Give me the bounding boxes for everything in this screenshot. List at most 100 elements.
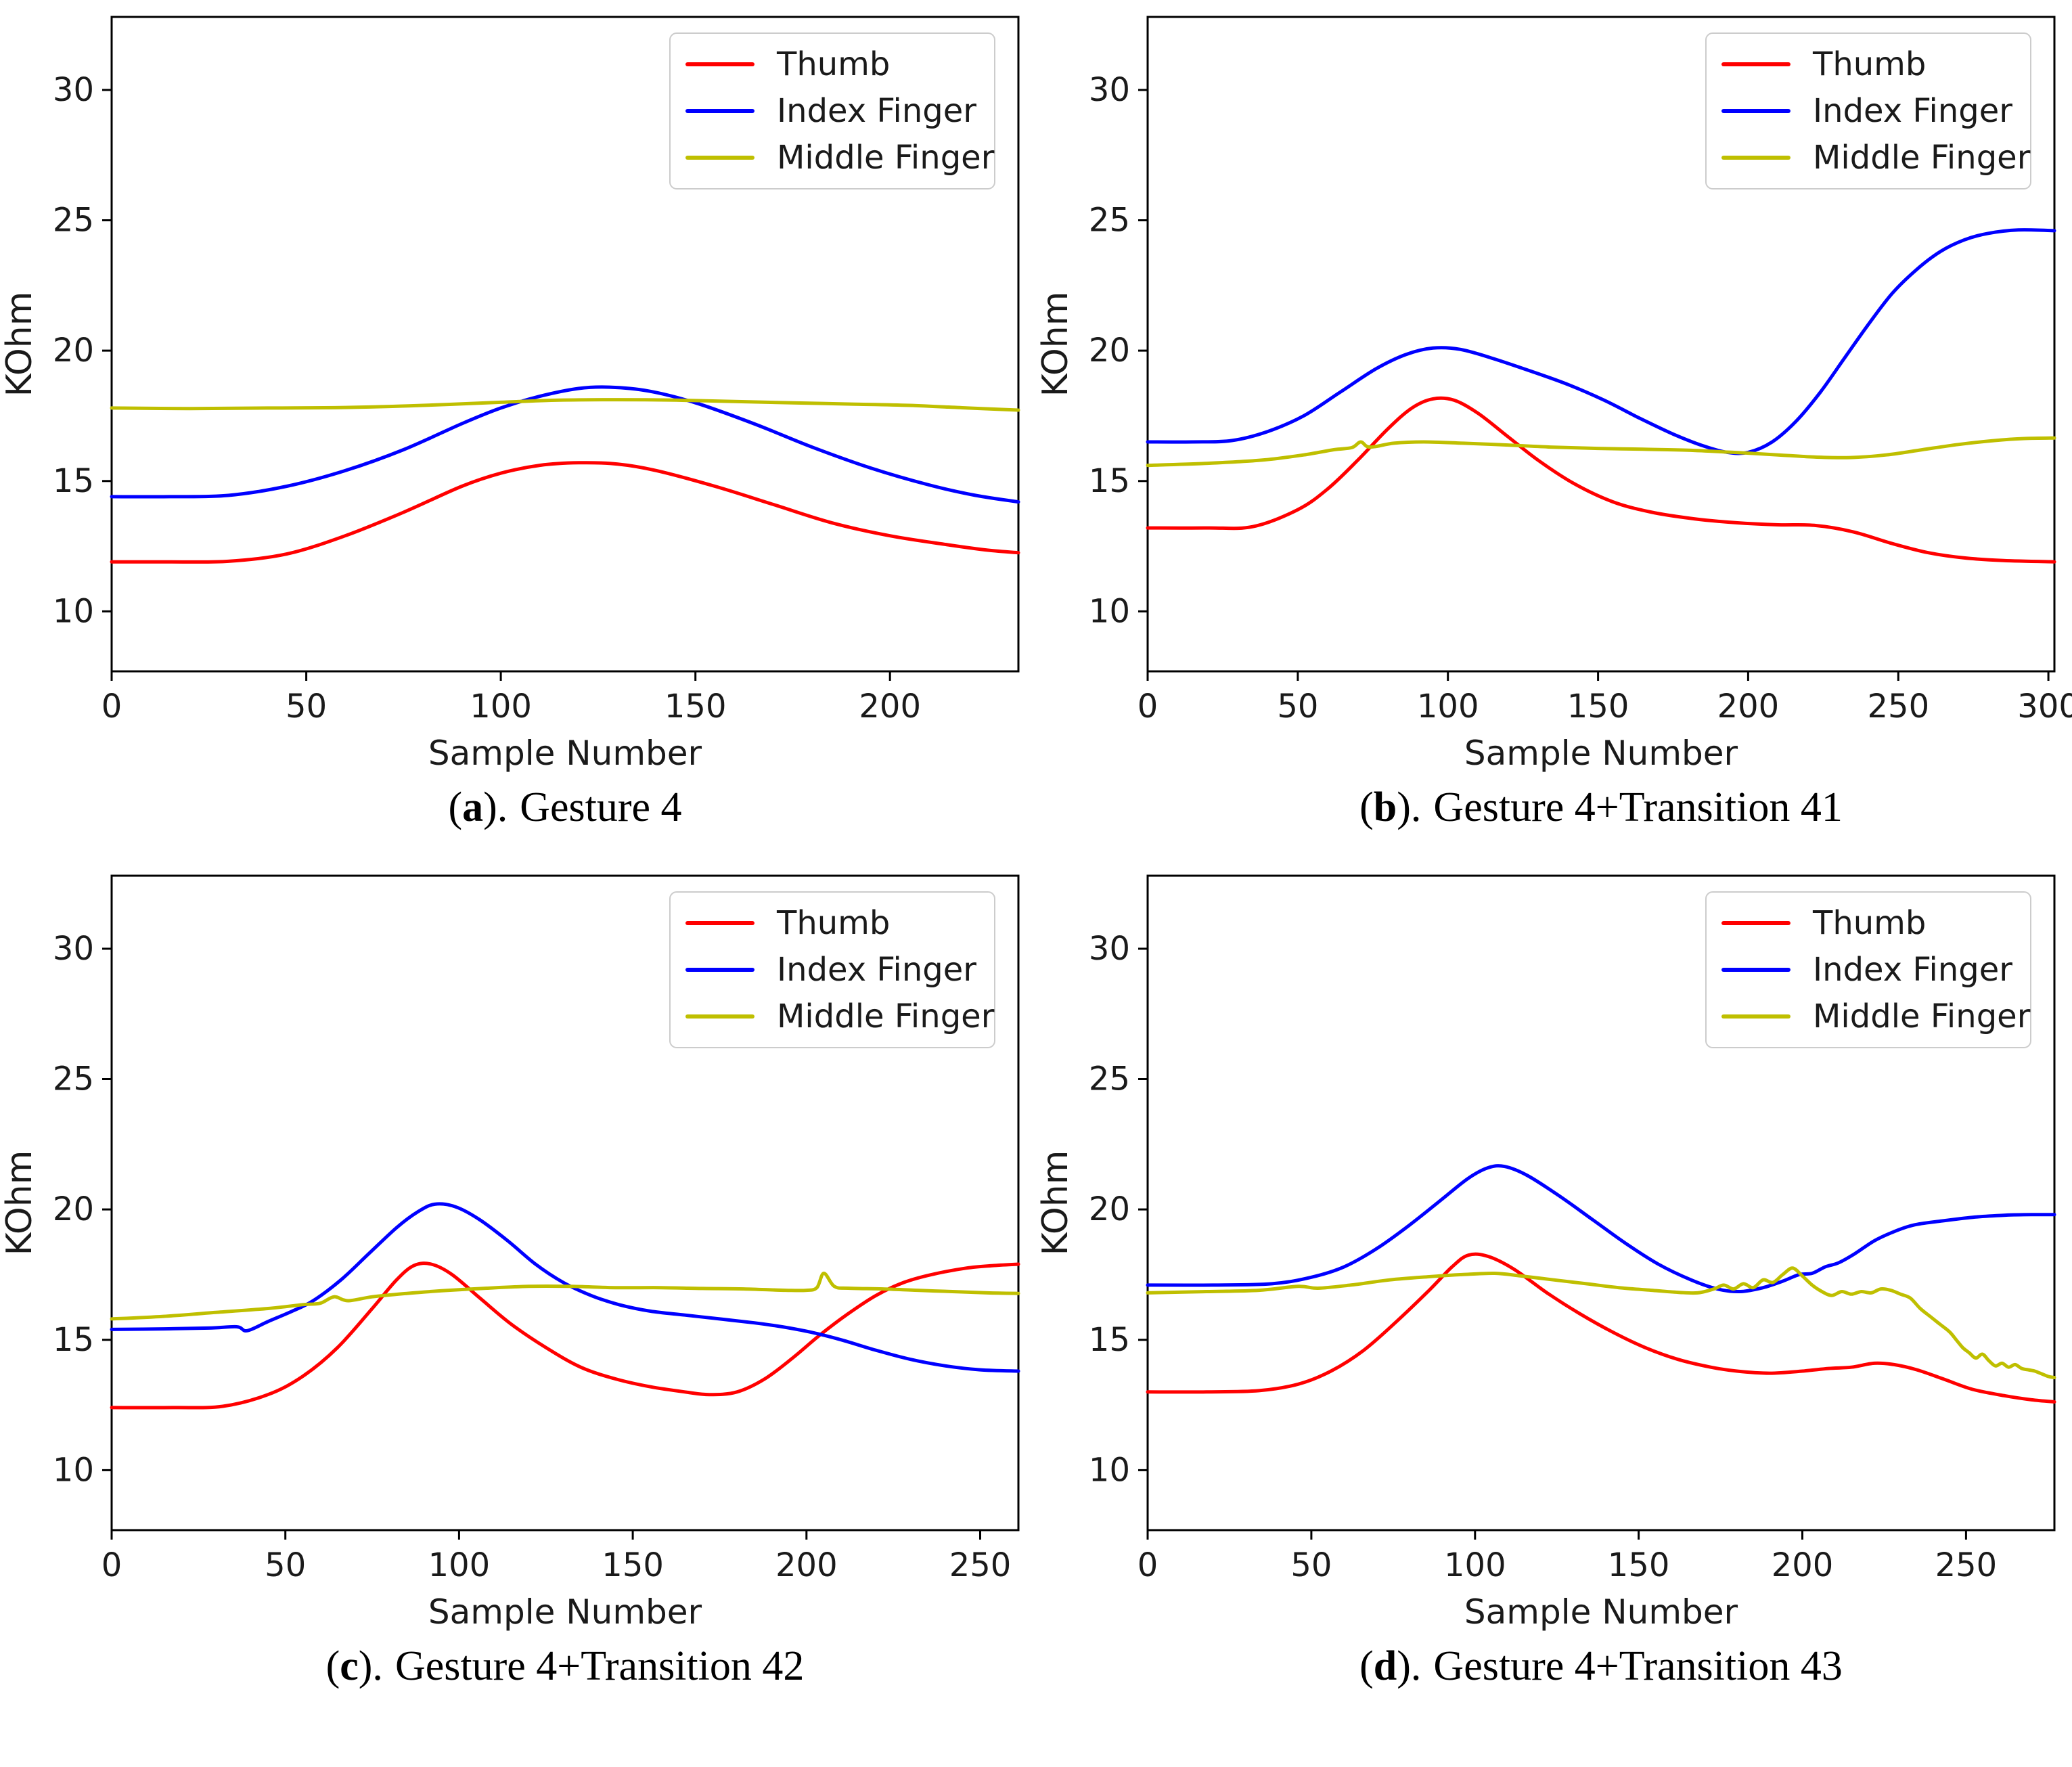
- x-tick-label: 0: [1138, 1546, 1158, 1584]
- y-tick-label: 30: [53, 71, 94, 109]
- caption-letter: b: [1373, 784, 1397, 830]
- caption-close-paren: ).: [483, 784, 508, 830]
- y-tick-label: 25: [53, 1060, 94, 1098]
- legend-label: Index Finger: [777, 951, 976, 989]
- x-tick-label: 50: [265, 1546, 306, 1584]
- x-tick-label: 200: [1717, 688, 1780, 725]
- caption-title: Gesture 4+Transition 42: [395, 1643, 805, 1689]
- middle-finger-line: [110, 1272, 1020, 1321]
- legend-box: [1705, 891, 2031, 1048]
- legend-label: Thumb: [1812, 45, 1926, 83]
- y-axis-label: KOhm: [1036, 1150, 1076, 1256]
- caption-letter: a: [462, 784, 484, 830]
- x-tick-label: 150: [1608, 1546, 1670, 1584]
- y-tick-label: 30: [1089, 71, 1130, 109]
- legend-label: Thumb: [1812, 904, 1926, 942]
- chart-figure-c: 10 15 20 25 30 0 50 100 150 200 250 Sample Number KO…: [0, 832, 1036, 1691]
- caption-close-paren: ).: [1397, 1643, 1422, 1689]
- x-tick-label: 0: [1138, 688, 1158, 725]
- caption-open-paren: (: [1359, 1643, 1374, 1689]
- y-tick-label: 10: [1089, 1451, 1130, 1489]
- y-tick-label: 20: [53, 332, 94, 370]
- index-finger-line: [110, 385, 1020, 504]
- thumb-line: [110, 1261, 1020, 1410]
- y-tick-label: 30: [1089, 930, 1130, 968]
- caption-letter: c: [340, 1643, 359, 1689]
- caption-title: Gesture 4+Transition 41: [1433, 784, 1843, 830]
- caption-close-paren: ).: [1397, 784, 1422, 830]
- x-tick-label: 250: [1867, 688, 1929, 725]
- legend-label: Thumb: [776, 45, 890, 83]
- chart-d: 10 15 20 25 30 0 50 100 150 200 250 Sample Number KO…: [1036, 874, 2056, 1632]
- y-tick-label: 20: [1089, 332, 1130, 370]
- caption-letter: d: [1373, 1643, 1397, 1689]
- chart-figure-d: 10 15 20 25 30 0 50 100 150 200 250 Sample Number KO…: [1036, 832, 2072, 1691]
- thumb-line: [1146, 396, 2056, 564]
- x-axis-label: Sample Number: [428, 1592, 702, 1632]
- figure-grid: 10 15 20 25 30 0 50 100 150 200 Sample Number KOhm T…: [0, 0, 2072, 1691]
- y-axis-label: KOhm: [1036, 292, 1076, 397]
- x-tick-label: 200: [775, 1546, 838, 1584]
- x-tick-label: 50: [1290, 1546, 1332, 1584]
- caption-title: Gesture 4+Transition 43: [1433, 1643, 1843, 1689]
- middle-finger-line: [110, 398, 1020, 412]
- y-tick-label: 15: [1089, 1321, 1130, 1359]
- x-tick-label: 200: [859, 688, 921, 725]
- y-tick-label: 30: [53, 930, 94, 968]
- caption-d: (d). Gesture 4+Transition 43: [1148, 1642, 2054, 1691]
- plot-spines: [110, 874, 1020, 1531]
- plot-spines: [1146, 874, 2056, 1531]
- x-tick-label: 0: [102, 1546, 122, 1584]
- legend-label: Middle Finger: [777, 139, 995, 177]
- y-axis-label: KOhm: [0, 292, 40, 397]
- thumb-line: [110, 461, 1020, 564]
- x-tick-label: 150: [665, 688, 727, 725]
- caption-title: Gesture 4: [520, 784, 682, 830]
- y-tick-label: 20: [53, 1190, 94, 1228]
- x-tick-label: 100: [428, 1546, 491, 1584]
- plot-spines: [110, 16, 1020, 673]
- x-tick-label: 300: [2017, 688, 2072, 725]
- x-tick-label: 50: [286, 688, 327, 725]
- y-tick-label: 15: [53, 462, 94, 500]
- legend-label: Middle Finger: [1813, 998, 2031, 1035]
- x-axis-label: Sample Number: [1464, 1592, 1738, 1632]
- plot-spines: [1146, 16, 2056, 673]
- y-axis-label: KOhm: [0, 1150, 40, 1256]
- legend-box: [669, 891, 995, 1048]
- x-tick-label: 150: [1567, 688, 1629, 725]
- chart-figure-b: 10 15 20 25 30 0 50 100 150 200 250 300 Sample Numbe…: [1036, 0, 2072, 832]
- thumb-line: [1146, 1252, 2056, 1404]
- x-tick-label: 200: [1772, 1546, 1834, 1584]
- y-tick-label: 15: [53, 1321, 94, 1359]
- legend-label: Middle Finger: [777, 998, 995, 1035]
- legend-box: [669, 32, 995, 189]
- y-tick-label: 10: [53, 592, 94, 630]
- chart-c: 10 15 20 25 30 0 50 100 150 200 250 Sample Number KO…: [0, 874, 1020, 1632]
- x-axis-label: Sample Number: [1464, 734, 1738, 773]
- chart-a: 10 15 20 25 30 0 50 100 150 200 Sample Number KOhm T…: [0, 16, 1020, 773]
- middle-finger-line: [1146, 436, 2056, 468]
- index-finger-line: [1146, 1164, 2056, 1294]
- y-tick-label: 15: [1089, 462, 1130, 500]
- middle-finger-line: [1146, 1266, 2056, 1380]
- y-tick-label: 25: [1089, 1060, 1130, 1098]
- legend-label: Index Finger: [1813, 951, 2012, 989]
- x-tick-label: 250: [949, 1546, 1012, 1584]
- caption-c: (c). Gesture 4+Transition 42: [112, 1642, 1018, 1691]
- x-tick-label: 100: [1444, 1546, 1506, 1584]
- caption-a: (a). Gesture 4: [112, 784, 1018, 832]
- caption-close-paren: ).: [358, 1643, 383, 1689]
- x-axis-label: Sample Number: [428, 734, 702, 773]
- y-tick-label: 10: [53, 1451, 94, 1489]
- legend-label: Index Finger: [1813, 92, 2012, 130]
- caption-open-paren: (: [448, 784, 463, 830]
- y-tick-label: 10: [1089, 592, 1130, 630]
- y-tick-label: 20: [1089, 1190, 1130, 1228]
- x-tick-label: 250: [1935, 1546, 1998, 1584]
- legend-label: Thumb: [776, 904, 890, 942]
- x-tick-label: 0: [102, 688, 122, 725]
- caption-b: (b). Gesture 4+Transition 41: [1148, 784, 2054, 832]
- chart-figure-a: 10 15 20 25 30 0 50 100 150 200 Sample Number KOhm T…: [0, 0, 1036, 832]
